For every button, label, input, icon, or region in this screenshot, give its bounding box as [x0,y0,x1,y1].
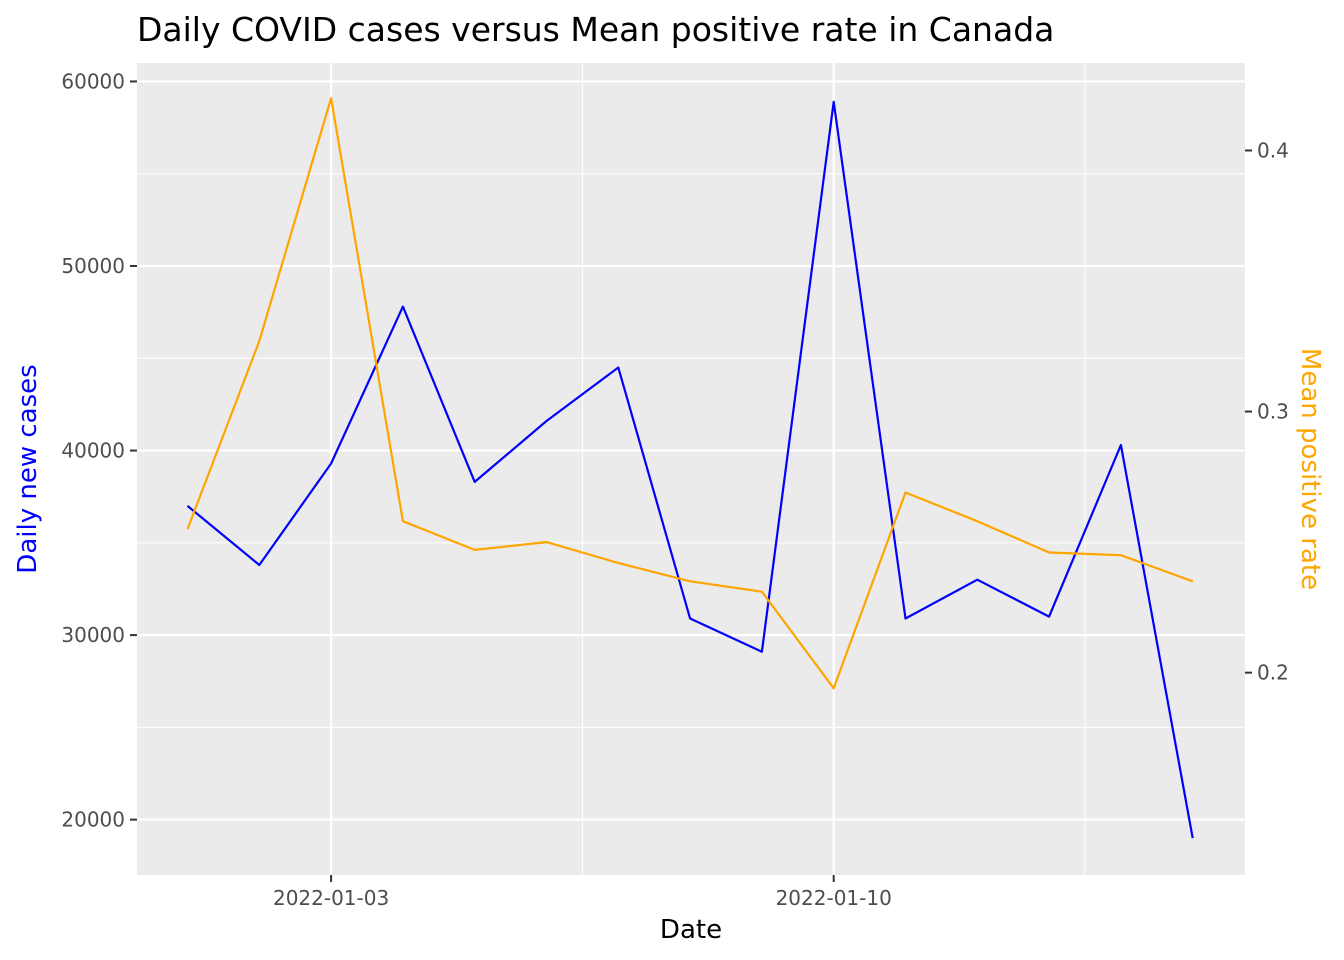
left-y-tick-label: 30000 [61,623,125,647]
chart-title: Daily COVID cases versus Mean positive r… [137,10,1054,49]
left-y-axis-title: Daily new cases [13,364,43,573]
left-y-tick-label: 20000 [61,808,125,832]
left-y-axis: 20000 30000 40000 50000 60000 [61,69,137,832]
right-y-tick-label: 0.3 [1257,400,1289,424]
right-y-tick-label: 0.2 [1257,661,1289,685]
x-tick-label: 2022-01-03 [273,886,389,910]
right-y-axis: 0.2 0.3 0.4 [1245,138,1289,685]
series-line-positive-rate [186,97,1194,690]
series-line-daily-cases [186,100,1194,839]
series-lines [186,97,1194,839]
x-axis-title: Date [660,915,722,945]
left-y-tick-label: 60000 [61,69,125,93]
right-y-tick-label: 0.4 [1257,138,1289,162]
right-y-axis-title: Mean positive rate [1295,348,1325,590]
minor-gridlines [137,63,1245,875]
x-tick-label: 2022-01-10 [776,886,892,910]
plot-panel [137,63,1245,875]
left-y-tick-label: 50000 [61,254,125,278]
left-y-tick-label: 40000 [61,439,125,463]
x-axis: 2022-01-03 2022-01-10 [273,875,892,910]
major-gridlines [137,63,1245,875]
